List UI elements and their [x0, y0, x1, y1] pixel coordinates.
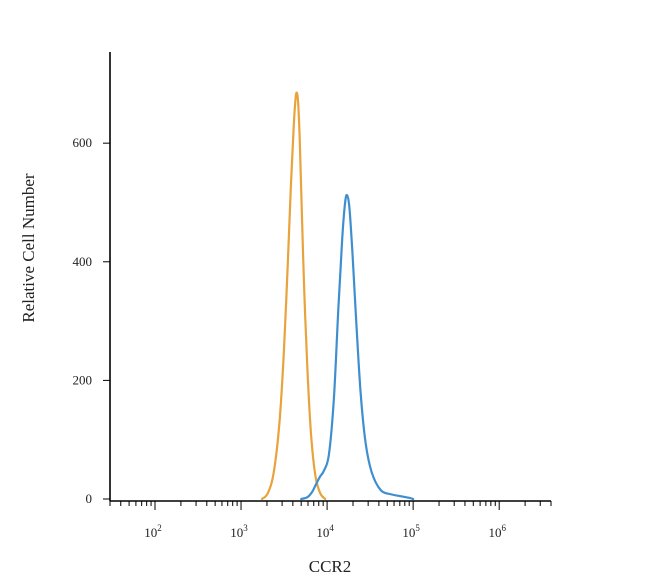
x-axis-label: CCR2 — [309, 557, 352, 576]
x-axis-ticks: 102 103 104 105 106 — [109, 501, 552, 540]
x-tick-label: 103 — [230, 523, 248, 540]
y-tick-label: 200 — [73, 372, 93, 387]
x-tick-label: 102 — [144, 523, 162, 540]
x-tick-exponent: 5 — [415, 523, 420, 533]
x-tick-exponent: 6 — [501, 523, 506, 533]
x-tick-exponent: 3 — [243, 523, 248, 533]
x-tick-base: 10 — [488, 525, 501, 540]
x-tick-label: 104 — [316, 523, 334, 540]
y-tick-label: 600 — [73, 135, 93, 150]
series-line-1 — [260, 91, 327, 501]
series-line-2 — [300, 193, 415, 501]
x-tick-base: 10 — [402, 525, 415, 540]
series-layer — [260, 91, 415, 501]
x-tick-label: 105 — [402, 523, 420, 540]
x-tick-exponent: 2 — [157, 523, 162, 533]
x-tick-exponent: 4 — [329, 523, 334, 533]
y-axis-ticks: 0 200 400 600 — [73, 135, 110, 506]
y-tick-label: 400 — [73, 254, 93, 269]
y-tick-label: 0 — [86, 491, 93, 506]
x-tick-base: 10 — [316, 525, 329, 540]
x-tick-label: 106 — [488, 523, 506, 540]
x-tick-base: 10 — [144, 525, 157, 540]
x-tick-base: 10 — [230, 525, 243, 540]
y-axis-label: Relative Cell Number — [19, 173, 38, 323]
